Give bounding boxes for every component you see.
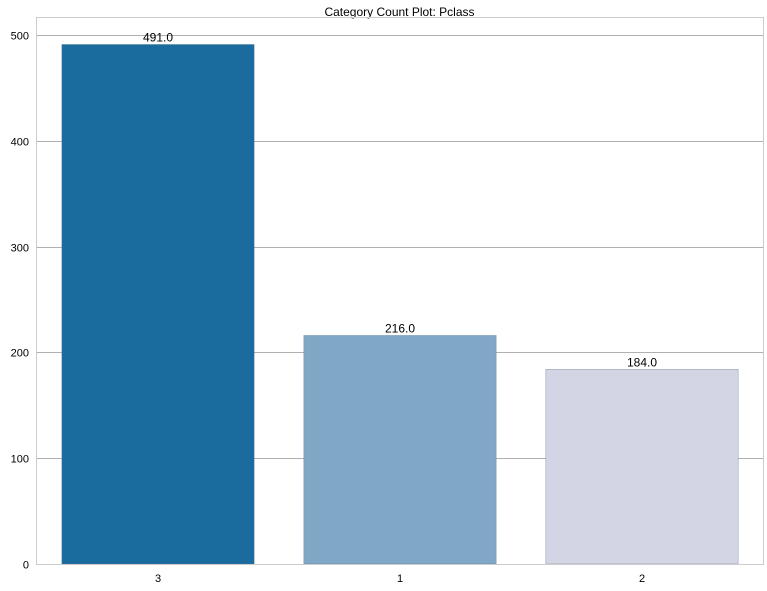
y-tick-label: 300 bbox=[11, 243, 29, 255]
x-axis-ticks: 3 1 2 bbox=[155, 573, 645, 585]
data-label: 216.0 bbox=[385, 321, 415, 335]
data-label: 491.0 bbox=[143, 30, 173, 44]
data-labels: 491.0 216.0 184.0 bbox=[143, 30, 657, 369]
bar-2 bbox=[545, 369, 739, 565]
plot-frame bbox=[36, 17, 764, 565]
y-tick-label: 100 bbox=[11, 454, 29, 466]
y-tick-label: 400 bbox=[11, 137, 29, 149]
bars bbox=[61, 44, 739, 565]
x-tick-label: 3 bbox=[155, 573, 161, 585]
y-tick-label: 0 bbox=[23, 560, 29, 572]
y-tick-label: 200 bbox=[11, 348, 29, 360]
x-tick-label: 1 bbox=[397, 573, 403, 585]
x-tick-label: 2 bbox=[639, 573, 645, 585]
bar-3 bbox=[61, 44, 255, 565]
bar-1 bbox=[303, 335, 497, 565]
y-tick-label: 500 bbox=[11, 31, 29, 43]
chart-title: Category Count Plot: Pclass bbox=[324, 5, 475, 19]
data-label: 184.0 bbox=[627, 355, 657, 369]
y-axis-ticks: 0 100 200 300 400 500 bbox=[11, 31, 29, 572]
